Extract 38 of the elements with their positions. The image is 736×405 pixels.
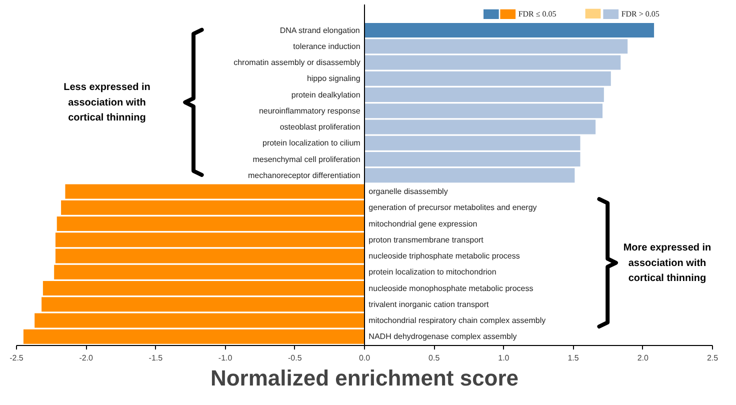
bar [364, 23, 654, 38]
y-tick-label: DNA strand elongation [280, 26, 360, 35]
annotation: More expressed in association with cortical thinning [623, 242, 712, 284]
y-tick-label: organelle disassembly [368, 187, 448, 196]
x-tick-label: -2.0 [79, 354, 94, 362]
y-tick-label: protein localization to mitochondrion [368, 268, 496, 277]
x-tick-label: -1.0 [218, 354, 233, 362]
y-tick-label: generation of precursor metabolites and energy [368, 203, 537, 212]
annotation: Less expressed in association with cortical thinning [64, 82, 150, 124]
x-tick-label: -0.5 [288, 354, 302, 362]
y-tick-label: osteoblast proliferation [280, 122, 360, 132]
y-tick-label: nucleoside triphosphate metabolic process [368, 252, 520, 261]
legend-label: FDR > 0.05 [621, 10, 660, 19]
y-tick-label: nucleoside monophosphate metabolic process [368, 284, 534, 293]
x-tick-label: 1.0 [498, 354, 510, 362]
y-tick-label: mechanoreceptor differentiation [248, 170, 360, 180]
x-tick-label: 1.5 [568, 354, 580, 362]
y-tick-label: protein localization to cilium [262, 138, 361, 148]
y-tick-label: mesenchymal cell proliferation [252, 154, 360, 164]
y-tick-label: tolerance induction [293, 42, 360, 51]
x-tick-label: 2.0 [637, 354, 650, 362]
y-tick-label: mitochondrial gene expression [368, 219, 478, 228]
x-tick-label: 0.5 [428, 354, 440, 362]
y-tick-label: trivalent inorganic cation transport [368, 300, 490, 309]
y-tick-label: protein dealkylation [291, 90, 360, 100]
y-tick-label: neuroinflammatory response [258, 106, 361, 116]
y-tick-label: NADH dehydrogenase complex assembly [368, 332, 517, 342]
legend-label: FDR ≤ 0.05 [518, 10, 556, 19]
bar [364, 39, 628, 54]
x-axis-title: Normalized enrichment score [210, 366, 519, 390]
y-tick-label: chromatin assembly or disassembly [234, 58, 360, 68]
x-tick-label: 2.5 [706, 354, 719, 362]
x-tick-label: -1.5 [148, 354, 164, 362]
x-tick-label: 0.0 [358, 354, 371, 362]
y-tick-label: mitochondrial respiratory chain complex assembly [368, 316, 546, 326]
x-tick-label: -2.5 [10, 354, 24, 362]
y-tick-label: hippo signaling [306, 74, 360, 84]
y-tick-label: proton transmembrane transport [368, 235, 484, 244]
